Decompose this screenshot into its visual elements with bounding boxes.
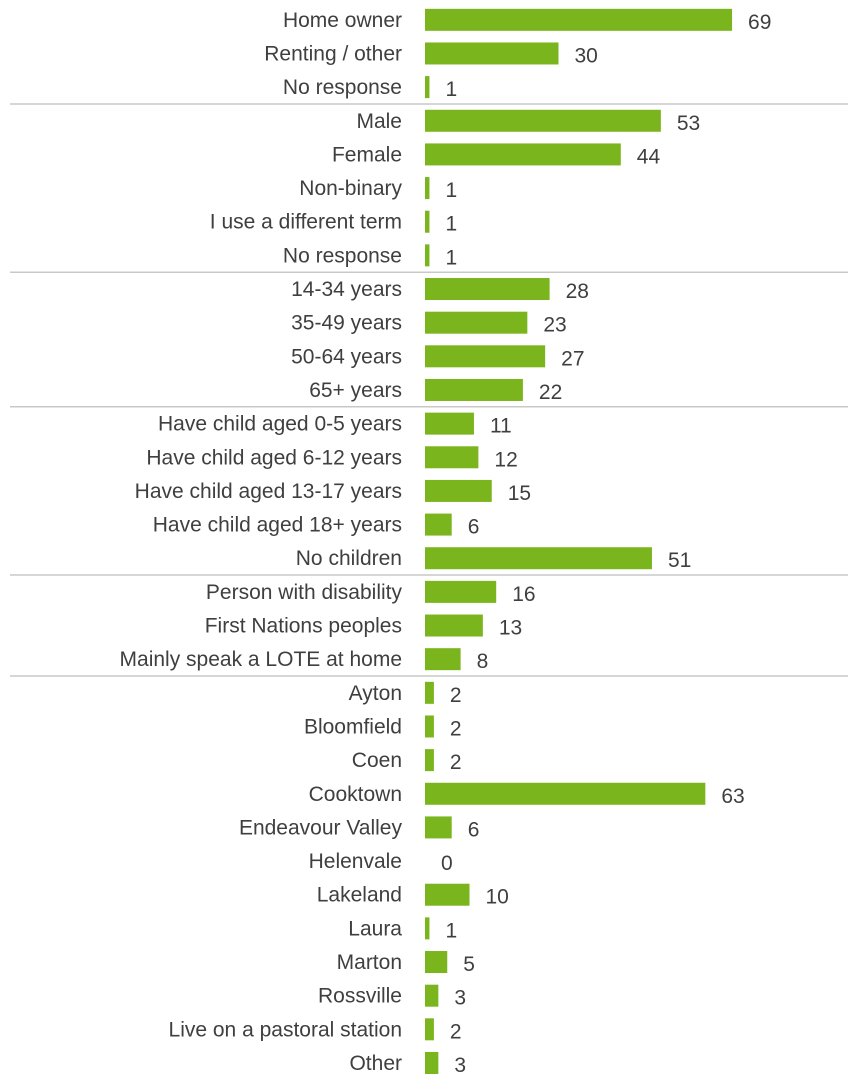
value-label: 3 [454, 1054, 466, 1074]
category-label: Have child aged 0-5 years [158, 413, 402, 436]
bar [425, 513, 452, 536]
value-label: 23 [543, 314, 566, 337]
category-label: No response [283, 244, 402, 267]
bar [425, 378, 523, 401]
category-label: I use a different term [210, 211, 402, 234]
category-label: Marton [337, 951, 402, 974]
category-label: Ayton [349, 682, 402, 705]
value-label: 6 [468, 818, 480, 841]
category-label: Female [332, 143, 402, 166]
category-label: Lakeland [317, 884, 402, 907]
bar [425, 715, 434, 738]
bar [425, 648, 461, 671]
value-label: 8 [477, 650, 489, 673]
value-label: 30 [575, 44, 598, 67]
bar [425, 311, 528, 334]
bar [425, 76, 430, 99]
category-label: Person with disability [206, 581, 403, 604]
category-label: Endeavour Valley [239, 816, 403, 839]
category-label: Male [356, 110, 402, 133]
value-label: 1 [445, 78, 457, 101]
category-label: Bloomfield [304, 715, 402, 738]
category-label: Have child aged 18+ years [153, 514, 402, 537]
value-label: 1 [445, 246, 457, 269]
category-label: First Nations peoples [205, 615, 402, 638]
value-label: 11 [490, 415, 512, 438]
bar [425, 749, 434, 772]
value-label: 51 [668, 549, 691, 572]
value-label: 15 [508, 482, 531, 505]
value-label: 28 [566, 280, 589, 303]
category-label: Renting / other [264, 42, 402, 65]
value-label: 0 [441, 852, 453, 875]
bar [425, 244, 430, 267]
value-label: 2 [450, 717, 462, 740]
bar [425, 42, 559, 65]
value-label: 2 [450, 1020, 462, 1043]
category-label: Non-binary [299, 177, 402, 200]
category-label: 65+ years [309, 379, 402, 402]
category-label: Home owner [283, 9, 402, 32]
category-label: Mainly speak a LOTE at home [120, 648, 402, 671]
bar [425, 8, 733, 31]
category-label: 14-34 years [291, 278, 402, 301]
bar [425, 816, 452, 839]
value-label: 10 [486, 886, 509, 909]
category-label: Cooktown [309, 783, 402, 806]
bar [425, 412, 474, 435]
bar [425, 479, 492, 502]
bar [425, 917, 430, 940]
value-label: 63 [721, 785, 744, 808]
bar [425, 210, 430, 233]
bar [425, 951, 448, 974]
category-label: Rossville [318, 985, 402, 1008]
value-label: 1 [445, 179, 457, 202]
bar [425, 681, 434, 704]
bar [425, 1051, 439, 1074]
bar [425, 883, 470, 906]
value-label: 6 [468, 516, 480, 539]
value-label: 16 [512, 583, 535, 606]
value-label: 1 [445, 919, 457, 942]
bar [425, 177, 430, 200]
category-label: No children [296, 547, 402, 570]
bar [425, 614, 483, 637]
bar [425, 1018, 434, 1041]
value-label: 12 [494, 448, 517, 471]
category-label: Live on a pastoral station [169, 1018, 402, 1041]
category-label: No response [283, 76, 402, 99]
bar [425, 109, 661, 132]
category-label: Have child aged 6-12 years [146, 446, 402, 469]
value-label: 44 [637, 145, 661, 168]
value-label: 5 [463, 953, 475, 976]
value-label: 2 [450, 684, 462, 707]
bar [425, 143, 621, 166]
value-label: 22 [539, 381, 562, 404]
bar [425, 278, 550, 301]
value-label: 27 [561, 347, 584, 370]
bar [425, 345, 546, 368]
category-label: Helenvale [309, 850, 402, 873]
value-label: 1 [445, 213, 457, 236]
bar [425, 446, 479, 469]
value-label: 3 [454, 987, 466, 1010]
category-label: Have child aged 13-17 years [135, 480, 402, 503]
bar [425, 580, 497, 603]
value-label: 69 [748, 11, 771, 34]
value-label: 2 [450, 751, 462, 774]
category-label: 35-49 years [291, 312, 402, 335]
value-label: 53 [677, 112, 700, 135]
category-label: Coen [352, 749, 402, 772]
bar [425, 782, 706, 805]
category-label: Laura [348, 917, 402, 940]
category-label: 50-64 years [291, 345, 402, 368]
category-label: Other [349, 1052, 402, 1074]
bar [425, 547, 652, 570]
value-label: 13 [499, 617, 522, 640]
bar [425, 984, 439, 1007]
